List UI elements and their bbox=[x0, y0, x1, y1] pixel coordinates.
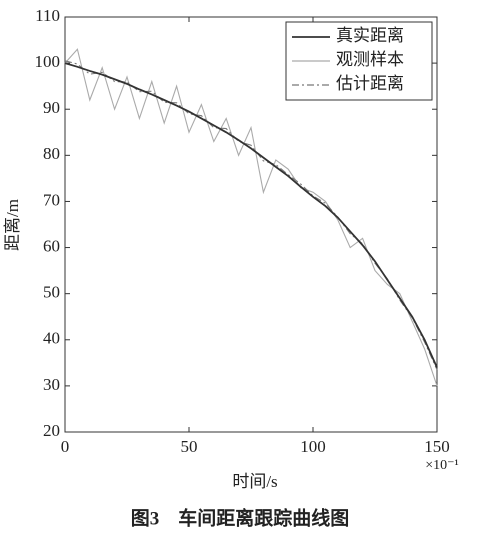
legend-label: 真实距离 bbox=[336, 26, 404, 45]
y-tick-label: 110 bbox=[35, 6, 60, 25]
y-tick-label: 70 bbox=[43, 190, 60, 209]
legend-label: 估计距离 bbox=[336, 74, 404, 93]
x-axis-label: 时间/s bbox=[232, 472, 277, 491]
y-tick-label: 40 bbox=[43, 329, 60, 348]
x-tick-label: 50 bbox=[181, 437, 198, 456]
plot-frame bbox=[64, 16, 438, 433]
series-line bbox=[64, 60, 438, 370]
y-axis-label: 距离/m bbox=[3, 199, 22, 251]
y-tick-label: 50 bbox=[43, 283, 60, 302]
legend-label: 观测样本 bbox=[336, 50, 404, 69]
x-tick-label: 150 bbox=[424, 437, 450, 456]
y-tick-label: 60 bbox=[43, 236, 60, 255]
x-scale-label: ×10⁻¹ bbox=[425, 458, 458, 473]
y-tick-label: 90 bbox=[43, 98, 60, 117]
chart-title: 图3 车间距离跟踪曲线图 bbox=[131, 506, 350, 529]
y-tick-label: 20 bbox=[43, 421, 60, 440]
x-tick-label: 100 bbox=[300, 437, 326, 456]
series-line bbox=[64, 62, 438, 368]
series-line bbox=[64, 48, 438, 387]
x-tick-label: 0 bbox=[61, 437, 70, 456]
y-tick-label: 80 bbox=[43, 144, 60, 163]
y-tick-label: 30 bbox=[43, 375, 60, 394]
y-tick-label: 100 bbox=[35, 52, 61, 71]
